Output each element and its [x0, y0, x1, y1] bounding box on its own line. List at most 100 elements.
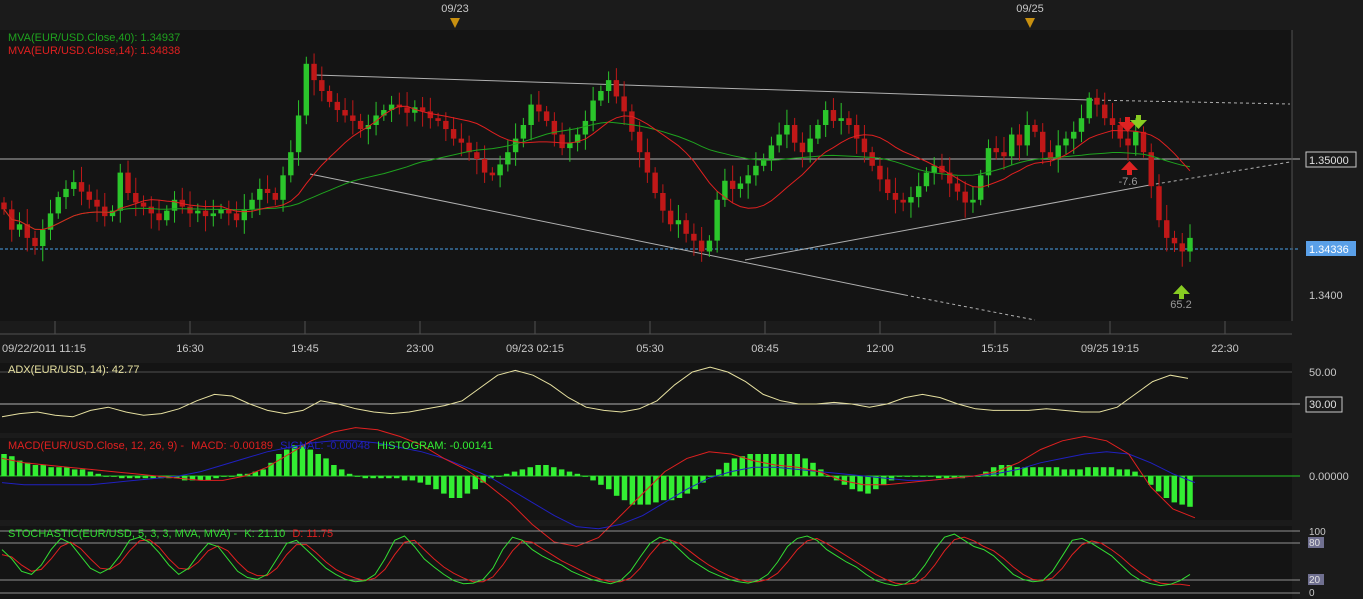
candle-down [1140, 131, 1147, 153]
stoch-legend: STOCHASTIC(EUR/USD, 5, 3, 3, MVA, MVA) -… [8, 528, 333, 540]
candle-down [404, 107, 410, 113]
candle-up [505, 152, 511, 165]
macd-histogram-bar [441, 476, 447, 494]
macd-histogram-bar [236, 473, 243, 476]
adx-layer [1, 366, 1189, 418]
arrow-up-icon[interactable] [1121, 161, 1138, 175]
candle-down [853, 125, 860, 139]
candle-down [1, 202, 7, 210]
candle-up [753, 165, 759, 176]
macd-histogram-bar [621, 476, 628, 501]
candle-down [350, 115, 356, 121]
macd-histogram-bar [16, 460, 23, 476]
candle-down [226, 209, 232, 214]
arrow-down-icon[interactable] [1130, 115, 1147, 129]
candle-down [660, 193, 666, 211]
macd-histogram-bar [284, 449, 290, 476]
macd-histogram-bar [291, 445, 298, 476]
candle-down [551, 120, 558, 135]
candle-down [450, 129, 457, 139]
macd-histogram-bar [1061, 469, 1068, 476]
trendline-upper [314, 74, 1091, 101]
macd-histogram-bar [606, 476, 612, 490]
mva14-legend: MVA(EUR/USD.Close,14): 1.34838 [8, 45, 180, 57]
macd-histogram-bar [692, 476, 698, 490]
mva40-line [3, 121, 1191, 231]
macd-legend-signal: SIGNAL: -0.00048 [280, 440, 370, 452]
candle-down [954, 183, 961, 192]
top-marker-triangle-2[interactable] [1025, 18, 1035, 28]
mva40-legend: MVA(EUR/USD.Close,40): 1.34937 [8, 32, 180, 44]
candle-up [1133, 131, 1139, 146]
candle-down [481, 159, 488, 173]
candle-down [884, 179, 891, 193]
macd-histogram-bar [496, 476, 502, 477]
candle-down [458, 138, 465, 143]
candle-down [140, 202, 147, 207]
adx-tick-box-30 [1305, 396, 1343, 413]
candle-up [915, 186, 922, 198]
candle-up [71, 182, 77, 189]
candle-down [869, 152, 875, 166]
candle-down [691, 233, 697, 241]
macd-histogram-bar [323, 458, 329, 476]
macd-histogram-bar [464, 476, 471, 494]
macd-histogram-bar [142, 476, 149, 479]
macd-histogram-bar [1053, 467, 1060, 476]
macd-histogram-bar [543, 465, 549, 476]
candle-down [443, 120, 449, 130]
candle-down [1117, 125, 1123, 139]
macd-histogram-bar [1155, 476, 1162, 492]
price-panel-bg [0, 30, 1292, 321]
top-marker-triangle-1[interactable] [450, 18, 460, 28]
macd-histogram-bar [613, 476, 620, 496]
candle-down [1156, 186, 1162, 221]
macd-histogram-bar [629, 476, 636, 505]
macd-histogram-bar [731, 458, 738, 476]
x-tick-label: 22:30 [1211, 343, 1239, 355]
macd-histogram-bar [708, 476, 714, 477]
macd-histogram-bar [134, 476, 141, 479]
arrow-down-icon[interactable] [1118, 117, 1137, 132]
macd-histogram-bar [307, 449, 314, 476]
candle-down [133, 193, 139, 203]
macd-histogram-bar [331, 465, 337, 476]
macd-histogram-bar [87, 471, 94, 476]
macd-tick-zero: 0.00000 [1309, 471, 1349, 483]
candle-up [171, 199, 178, 211]
macd-histogram-bar [299, 445, 306, 476]
candle-up [985, 148, 992, 176]
macd-histogram-bar [260, 469, 266, 476]
macd-histogram-bar [24, 462, 31, 476]
candle-up [195, 210, 201, 214]
top-marker-label-2: 09/25 [1016, 3, 1044, 15]
price-tick-1.34: 1.3400 [1309, 290, 1343, 302]
macd-histogram-bar [48, 467, 54, 476]
candle-up [288, 152, 294, 176]
stoch-tick-0: 0 [1309, 588, 1315, 599]
macd-histogram-bar [676, 476, 683, 498]
stoch-layer [1, 533, 1191, 587]
arrow-up-icon[interactable] [1173, 285, 1190, 299]
macd-histogram-bar [40, 465, 47, 476]
candle-down [621, 96, 627, 112]
macd-histogram-bar [1045, 467, 1052, 476]
macd-histogram-bar [433, 476, 439, 490]
macd-histogram-bar [1092, 467, 1099, 476]
macd-histogram-bar [1187, 476, 1193, 507]
x-tick-label: 09/25 19:15 [1081, 343, 1139, 355]
candle-up [590, 100, 596, 121]
candle-down [613, 80, 620, 97]
x-tick-label: 08:45 [751, 343, 779, 355]
candle-down [1001, 152, 1007, 157]
macd-histogram-bar [1014, 467, 1020, 476]
macd-histogram-bar [268, 462, 274, 476]
macd-histogram-bar [590, 476, 596, 481]
candle-up [520, 125, 527, 139]
candle-up [574, 134, 581, 143]
stoch-tick-100: 100 [1309, 527, 1326, 538]
stoch-legend-d: D: 11.75 [292, 528, 333, 540]
candle-down [667, 210, 674, 225]
macd-histogram-bar [904, 476, 910, 477]
